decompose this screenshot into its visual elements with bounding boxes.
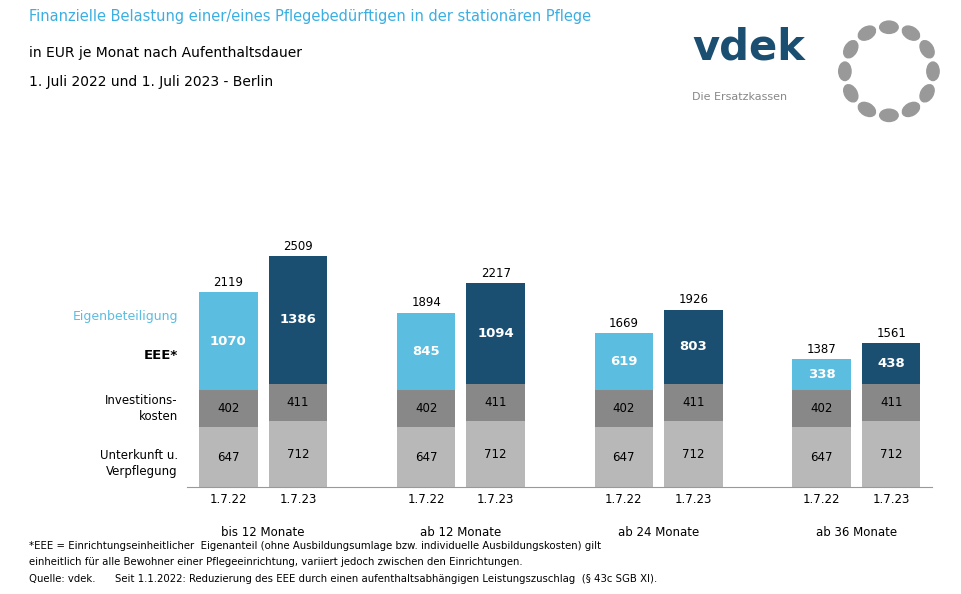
Text: vdek: vdek <box>692 27 804 69</box>
Text: Eigenbeteiligung: Eigenbeteiligung <box>72 310 178 323</box>
Text: 647: 647 <box>612 451 635 464</box>
Ellipse shape <box>920 85 934 102</box>
Bar <box>664 422 723 487</box>
Bar <box>397 312 456 390</box>
Text: 647: 647 <box>810 451 833 464</box>
Text: 402: 402 <box>415 402 437 415</box>
Text: 712: 712 <box>682 448 704 461</box>
Text: 1894: 1894 <box>411 296 441 309</box>
Ellipse shape <box>844 40 858 58</box>
Text: einheitlich für alle Bewohner einer Pflegeeinrichtung, variiert jedoch zwischen : einheitlich für alle Bewohner einer Pfle… <box>29 557 523 567</box>
Text: Quelle: vdek.: Quelle: vdek. <box>29 574 95 584</box>
Text: 338: 338 <box>807 368 835 381</box>
Text: in EUR je Monat nach Aufenthaltsdauer: in EUR je Monat nach Aufenthaltsdauer <box>29 46 302 60</box>
Ellipse shape <box>839 62 851 81</box>
Ellipse shape <box>844 85 858 102</box>
Text: 2509: 2509 <box>283 239 313 252</box>
Bar <box>397 428 456 487</box>
Text: EEE*: EEE* <box>143 349 178 362</box>
Text: ab 24 Monate: ab 24 Monate <box>618 526 700 539</box>
Bar <box>792 390 850 428</box>
Bar <box>269 422 328 487</box>
Ellipse shape <box>926 62 939 81</box>
Text: *EEE = Einrichtungseinheitlicher  Eigenanteil (ohne Ausbildungsumlage bzw. indiv: *EEE = Einrichtungseinheitlicher Eigenan… <box>29 541 601 551</box>
Bar <box>792 428 850 487</box>
Text: 712: 712 <box>286 448 309 461</box>
Ellipse shape <box>858 26 875 40</box>
Text: 438: 438 <box>877 357 905 370</box>
Text: Seit 1.1.2022: Reduzierung des EEE durch einen aufenthaltsabhängigen Leistungszu: Seit 1.1.2022: Reduzierung des EEE durch… <box>115 574 657 584</box>
Bar <box>862 343 921 384</box>
Text: 1926: 1926 <box>678 293 708 307</box>
Bar <box>397 390 456 428</box>
Text: Die Ersatzkassen: Die Ersatzkassen <box>692 92 787 102</box>
Ellipse shape <box>920 40 934 58</box>
Text: 1070: 1070 <box>210 334 247 347</box>
Bar <box>269 256 328 384</box>
Text: 1386: 1386 <box>280 313 316 326</box>
Text: ab 36 Monate: ab 36 Monate <box>816 526 897 539</box>
Text: 411: 411 <box>286 396 309 409</box>
Bar <box>664 384 723 422</box>
Bar <box>595 428 653 487</box>
Bar <box>466 283 525 384</box>
Text: 1094: 1094 <box>478 327 514 340</box>
Text: bis 12 Monate: bis 12 Monate <box>221 526 305 539</box>
Text: 1669: 1669 <box>609 317 639 330</box>
Bar <box>199 292 258 390</box>
Bar <box>595 333 653 390</box>
Text: 1561: 1561 <box>876 327 906 340</box>
Ellipse shape <box>902 26 920 40</box>
Bar <box>664 309 723 384</box>
Bar <box>269 384 328 422</box>
Text: Unterkunft u.
Verpflegung: Unterkunft u. Verpflegung <box>100 448 178 478</box>
Text: 647: 647 <box>217 451 239 464</box>
Text: ab 12 Monate: ab 12 Monate <box>420 526 502 539</box>
Bar <box>466 384 525 422</box>
Ellipse shape <box>902 102 920 116</box>
Bar <box>862 384 921 422</box>
Bar <box>862 422 921 487</box>
Text: 411: 411 <box>880 396 902 409</box>
Bar <box>595 390 653 428</box>
Text: 803: 803 <box>679 340 707 353</box>
Ellipse shape <box>879 109 899 122</box>
Text: 402: 402 <box>613 402 635 415</box>
Text: 845: 845 <box>412 345 440 358</box>
Bar <box>792 359 850 390</box>
Text: 712: 712 <box>484 448 507 461</box>
Text: Investitions-
kosten: Investitions- kosten <box>105 394 178 424</box>
Text: 1. Juli 2022 und 1. Juli 2023 - Berlin: 1. Juli 2022 und 1. Juli 2023 - Berlin <box>29 75 273 90</box>
Bar <box>199 390 258 428</box>
Text: 647: 647 <box>415 451 437 464</box>
Text: 2217: 2217 <box>480 267 510 280</box>
Text: 2119: 2119 <box>213 276 243 289</box>
Bar <box>466 422 525 487</box>
Text: 619: 619 <box>610 355 637 368</box>
Text: Finanzielle Belastung einer/eines Pflegebedürftigen in der stationären Pflege: Finanzielle Belastung einer/eines Pflege… <box>29 9 591 24</box>
Text: 402: 402 <box>217 402 239 415</box>
Text: 411: 411 <box>682 396 704 409</box>
Text: 712: 712 <box>880 448 902 461</box>
Text: 411: 411 <box>484 396 507 409</box>
Bar <box>199 428 258 487</box>
Ellipse shape <box>858 102 875 116</box>
Text: 1387: 1387 <box>806 343 836 356</box>
Text: 402: 402 <box>810 402 833 415</box>
Ellipse shape <box>879 21 899 33</box>
